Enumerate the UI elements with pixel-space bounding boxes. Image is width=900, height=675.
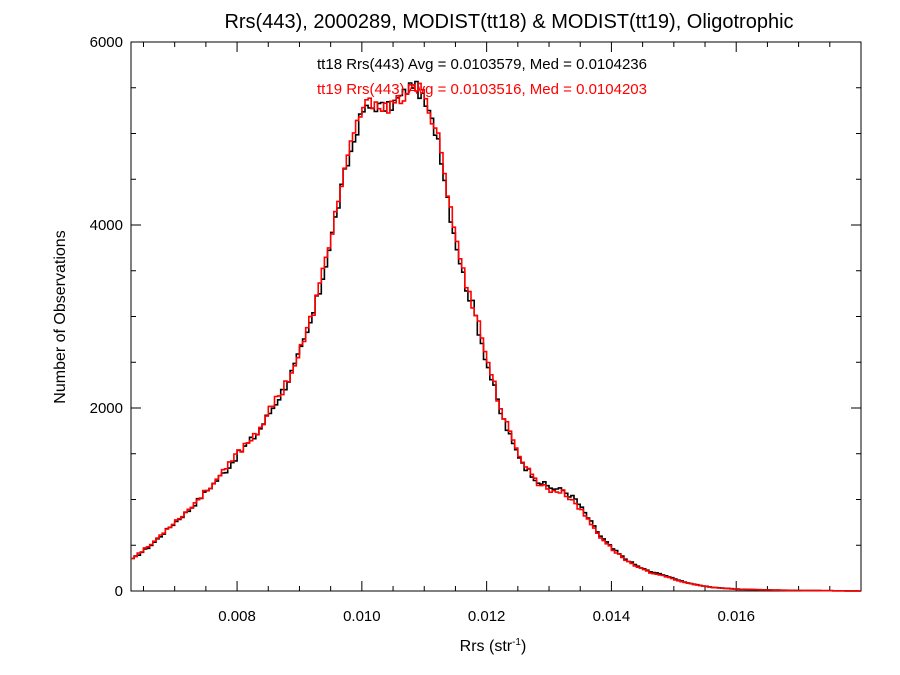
y-tick-label: 2000 <box>90 400 123 417</box>
series-tt18-line <box>131 80 861 592</box>
stats-annotation: tt19 Rrs(443) Avg = 0.0103516, Med = 0.0… <box>317 81 647 98</box>
x-axis-label-main: Rrs (str <box>460 638 513 655</box>
x-tick-label: 0.010 <box>343 608 381 625</box>
x-tick-label: 0.014 <box>593 608 631 625</box>
stats-annotation: tt18 Rrs(443) Avg = 0.0103579, Med = 0.0… <box>317 56 647 73</box>
y-tick-label: 4000 <box>90 217 123 234</box>
x-tick-label: 0.016 <box>717 608 755 625</box>
x-axis-label-end: ) <box>521 638 526 655</box>
series-tt19-line <box>131 82 861 592</box>
x-tick-label: 0.012 <box>468 608 506 625</box>
x-tick-label: 0.008 <box>218 608 256 625</box>
y-tick-label: 0 <box>115 583 123 600</box>
chart-title: Rrs(443), 2000289, MODIST(tt18) & MODIST… <box>224 11 793 33</box>
y-axis-label: Number of Observations <box>52 230 69 403</box>
histogram-series <box>131 80 861 592</box>
y-tick-label: 6000 <box>90 34 123 51</box>
x-axis-label: Rrs (str-1) <box>460 637 527 655</box>
plot-border <box>130 41 862 592</box>
axis-ticks: 0.008 0.010 0.012 0.014 0.016 0 2000 4000 6000 <box>90 34 861 625</box>
stats-annotations: tt18 Rrs(443) Avg = 0.0103579, Med = 0.0… <box>317 56 647 98</box>
x-axis-label-superscript: -1 <box>512 637 521 648</box>
plot-frame <box>130 41 862 592</box>
